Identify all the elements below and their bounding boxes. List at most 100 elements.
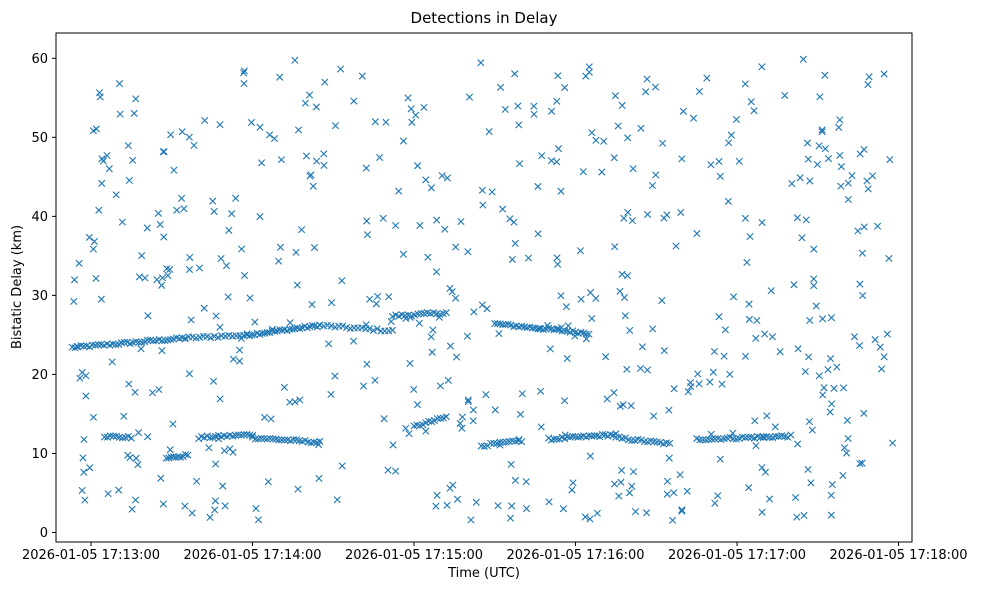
data-point [643, 75, 651, 83]
data-point [495, 329, 503, 338]
data-point [237, 245, 246, 253]
data-point [880, 353, 888, 361]
data-point [836, 151, 844, 160]
data-point [545, 498, 553, 506]
data-point [465, 93, 474, 101]
data-point [467, 516, 475, 524]
data-point [703, 74, 711, 82]
data-point [766, 433, 774, 441]
data-point [585, 432, 593, 440]
data-point [553, 435, 561, 443]
data-point [458, 413, 467, 421]
data-point [294, 485, 302, 493]
data-point [695, 380, 703, 388]
data-point [804, 465, 812, 474]
data-point [149, 337, 157, 345]
data-point [806, 316, 814, 325]
data-point [741, 80, 749, 88]
data-point [751, 417, 759, 425]
data-point [75, 259, 83, 267]
data-point [794, 345, 802, 353]
data-point [735, 157, 743, 165]
data-point [219, 482, 227, 490]
data-point [362, 321, 370, 329]
data-point [275, 436, 283, 444]
data-point [178, 128, 186, 136]
data-point [729, 293, 738, 301]
data-point [225, 226, 233, 234]
data-point [267, 415, 275, 423]
data-point [621, 312, 629, 320]
data-point [389, 441, 397, 449]
data-point [696, 436, 704, 444]
data-point [650, 412, 658, 420]
data-point [588, 129, 596, 137]
data-point [360, 382, 368, 390]
data-point [478, 301, 486, 309]
data-point [813, 160, 822, 169]
data-point [515, 435, 523, 444]
data-point [581, 513, 589, 521]
data-point [642, 88, 650, 96]
data-point [592, 136, 600, 144]
data-point [620, 293, 629, 302]
data-point [436, 382, 445, 390]
data-point [88, 341, 97, 349]
data-point [212, 460, 220, 468]
data-point [600, 137, 608, 145]
data-point [436, 414, 445, 423]
data-point [741, 434, 749, 442]
data-point [310, 438, 318, 446]
data-point [320, 161, 328, 170]
x-tick-label: 2026-01-05 17:15:00 [345, 548, 483, 563]
data-point [753, 316, 761, 324]
data-point [577, 295, 585, 303]
data-point [395, 187, 403, 195]
data-point [138, 252, 146, 260]
data-point [507, 460, 515, 469]
data-point [89, 413, 98, 421]
data-point [530, 110, 538, 118]
data-point [463, 332, 472, 340]
data-point [76, 374, 84, 382]
data-point [265, 131, 274, 139]
data-point [277, 156, 285, 164]
data-point [167, 131, 175, 139]
data-point [404, 94, 412, 102]
data-point [464, 396, 472, 404]
data-point [301, 99, 310, 107]
data-point [321, 78, 329, 86]
data-point [614, 122, 622, 130]
data-point [379, 214, 387, 222]
data-point [98, 179, 106, 187]
data-point [827, 511, 835, 519]
data-point [815, 142, 823, 150]
data-point [413, 401, 422, 409]
data-point [382, 118, 390, 126]
data-point [129, 156, 137, 164]
data-point [141, 274, 149, 282]
data-point [843, 416, 851, 424]
data-point [458, 424, 466, 432]
data-point [130, 109, 138, 117]
data-point [746, 232, 754, 241]
data-point [588, 432, 596, 440]
data-point [158, 337, 166, 345]
data-point [598, 430, 607, 439]
data-point [456, 419, 464, 427]
data-point [433, 491, 441, 499]
data-point [684, 388, 692, 396]
data-point [442, 413, 450, 421]
data-point [824, 155, 833, 163]
data-point [80, 435, 88, 444]
data-point [821, 71, 829, 79]
data-point [371, 376, 379, 384]
data-point [802, 216, 810, 224]
data-point [729, 435, 737, 443]
data-point [320, 150, 328, 158]
data-point [618, 101, 626, 109]
data-point [678, 155, 686, 163]
data-point [428, 348, 436, 356]
data-point [628, 482, 636, 490]
data-point [195, 264, 204, 272]
